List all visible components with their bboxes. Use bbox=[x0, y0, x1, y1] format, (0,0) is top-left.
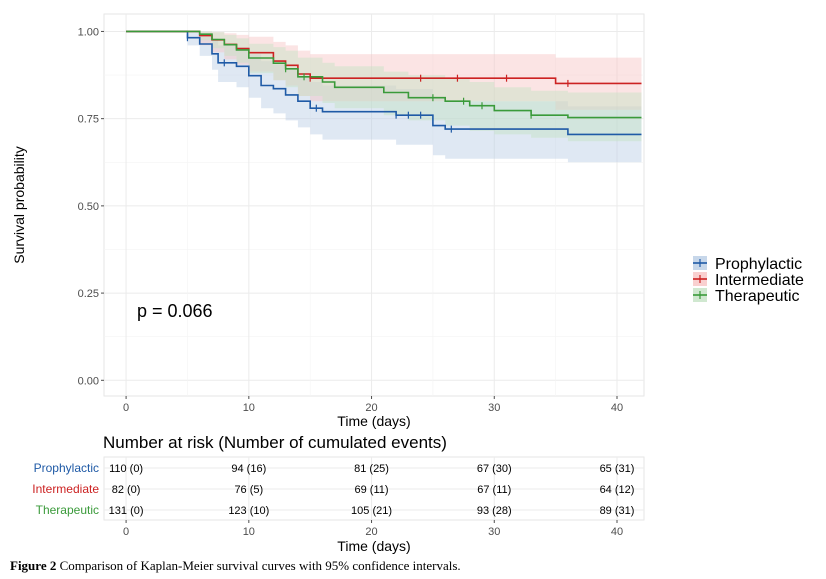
risk-table-x-ticks: 0 10 20 30 40 bbox=[123, 520, 623, 538]
risk-x-tick-label: 20 bbox=[365, 526, 377, 538]
x-tick-label: 40 bbox=[611, 402, 623, 414]
survival-curve-prophylactic bbox=[126, 30, 642, 136]
x-tick-label: 0 bbox=[123, 402, 129, 414]
risk-cell: 105 (21) bbox=[351, 505, 392, 517]
risk-cell: 81 (25) bbox=[354, 463, 389, 475]
y-tick-label: 0.00 bbox=[78, 375, 99, 387]
legend-label-therapeutic: Therapeutic bbox=[715, 288, 800, 305]
risk-row-label-prophylactic: Prophylactic bbox=[34, 461, 99, 475]
risk-cell: 67 (11) bbox=[477, 484, 511, 496]
legend-label-prophylactic: Prophylactic bbox=[715, 256, 802, 273]
risk-table: Number at risk (Number of cumulated even… bbox=[32, 433, 645, 554]
risk-cell: 82 (0) bbox=[112, 484, 141, 496]
risk-x-tick-label: 30 bbox=[488, 526, 500, 538]
survival-curve-therapeutic bbox=[126, 30, 642, 119]
x-tick-label: 10 bbox=[243, 402, 255, 414]
risk-x-tick-label: 40 bbox=[611, 526, 623, 538]
censor-marks bbox=[186, 34, 569, 133]
y-tick-label: 0.75 bbox=[78, 114, 99, 126]
risk-cell: 64 (12) bbox=[600, 484, 635, 496]
risk-table-grid bbox=[104, 457, 644, 520]
figure-caption-text: Comparison of Kaplan-Meier survival curv… bbox=[56, 558, 461, 573]
x-axis-title: Time (days) bbox=[337, 413, 410, 429]
risk-x-tick-label: 0 bbox=[123, 526, 129, 538]
risk-cell: 93 (28) bbox=[477, 505, 512, 517]
risk-cell: 123 (10) bbox=[228, 505, 269, 517]
risk-x-tick-label: 10 bbox=[243, 526, 255, 538]
risk-cell: 89 (31) bbox=[600, 505, 635, 517]
risk-table-x-axis-title: Time (days) bbox=[337, 538, 410, 554]
x-tick-label: 30 bbox=[488, 402, 500, 414]
risk-cell: 94 (16) bbox=[231, 463, 266, 475]
survival-plot-panel: 0.00 0.25 0.50 0.75 1.00 0 10 20 30 40 Time (day… bbox=[11, 13, 645, 429]
risk-cell: 69 (11) bbox=[355, 484, 389, 496]
confidence-band-intermediate bbox=[126, 31, 642, 110]
risk-cell: 110 (0) bbox=[109, 463, 143, 475]
risk-table-cells: 110 (0) 94 (16) 81 (25) 67 (30) 65 (31) 82 (0… bbox=[109, 463, 635, 517]
y-axis-title: Survival probability bbox=[11, 146, 27, 264]
confidence-band-therapeutic bbox=[126, 31, 642, 142]
y-tick-label: 1.00 bbox=[78, 26, 99, 38]
y-tick-label: 0.50 bbox=[78, 201, 99, 213]
x-axis-ticks: 0 10 20 30 40 bbox=[123, 396, 623, 414]
p-value-annotation: p = 0.066 bbox=[137, 301, 213, 321]
x-tick-label: 20 bbox=[365, 402, 377, 414]
risk-cell: 65 (31) bbox=[600, 463, 635, 475]
risk-cell: 67 (30) bbox=[477, 463, 512, 475]
risk-row-label-intermediate: Intermediate bbox=[32, 482, 99, 496]
risk-cell: 131 (0) bbox=[109, 505, 144, 517]
y-tick-label: 0.25 bbox=[78, 288, 99, 300]
y-axis-ticks: 0.00 0.25 0.50 0.75 1.00 bbox=[78, 26, 104, 387]
risk-table-row-labels: Prophylactic Intermediate Therapeutic bbox=[32, 461, 99, 517]
risk-table-title: Number at risk (Number of cumulated even… bbox=[103, 433, 447, 452]
risk-row-label-therapeutic: Therapeutic bbox=[36, 503, 99, 517]
risk-cell: 76 (5) bbox=[234, 484, 263, 496]
legend-label-intermediate: Intermediate bbox=[715, 272, 804, 289]
survival-curves bbox=[126, 30, 642, 136]
figure-caption: Figure 2 Comparison of Kaplan-Meier surv… bbox=[10, 558, 810, 574]
figure-caption-label: Figure 2 bbox=[10, 558, 57, 573]
